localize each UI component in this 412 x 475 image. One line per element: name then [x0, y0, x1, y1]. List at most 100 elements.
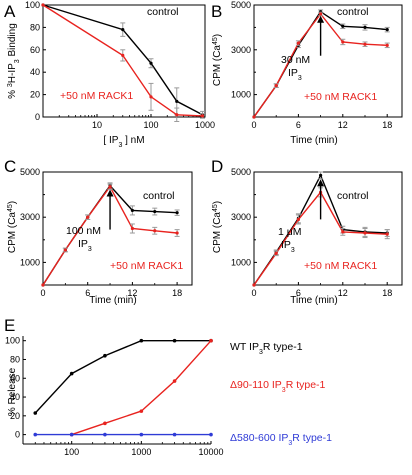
- panel-d-plot: 1000 3000 5000 0 6 12 18: [231, 167, 403, 298]
- panel-letter-d: D: [211, 157, 223, 176]
- panel-a-frame: [42, 4, 206, 118]
- panel-letter-c: C: [4, 157, 16, 176]
- panel-c-y-tick-label: 1000: [20, 257, 40, 267]
- panel-a-series-0-point: [121, 28, 125, 32]
- panel-d-y-tick-label: 5000: [231, 167, 251, 177]
- panel-a-series-0-point: [175, 99, 179, 103]
- panel-a-rack1-label: +50 nM RACK1: [60, 90, 133, 102]
- panel-e-series-1-point: [209, 338, 213, 343]
- panel-d-series-1-point: [274, 251, 278, 255]
- panel-d-series-0-point: [319, 173, 323, 177]
- panel-b-frame: [253, 4, 403, 118]
- panel-d-arrow-head: [317, 179, 325, 187]
- panel-a-series-1-point: [121, 53, 125, 58]
- panel-e-y-tick-label: 100: [5, 336, 20, 346]
- panel-e-series-0-point: [69, 371, 74, 376]
- panel-e-x-tick-label: 10000: [198, 447, 223, 457]
- panel-c-series-0-point: [153, 209, 157, 214]
- panel-e-wt-label: WT IP3R type-1: [230, 341, 303, 356]
- panel-e-series-2-point: [103, 432, 107, 437]
- panel-e-series-2-point: [209, 432, 213, 437]
- panel-d-x-axis-label: Time (min): [290, 295, 337, 306]
- panel-b-y-tick-label: 5000: [231, 0, 251, 10]
- panel-c-y-tick-label: 5000: [20, 167, 40, 177]
- panel-e-y-tick-label: 60: [10, 373, 20, 383]
- panel-e-series-0-point: [172, 338, 177, 343]
- panel-d-x-tick-label: 12: [338, 288, 348, 298]
- panel-e-series-1-point: [172, 379, 177, 383]
- panel-c-arrow-head: [106, 189, 114, 197]
- panel-b-y-axis-label: CPM (Ca45): [212, 34, 224, 86]
- panel-e-y-axis-label: % Release: [7, 367, 18, 416]
- panel-c-x-tick-label: 6: [85, 288, 90, 298]
- panel-b-series-1-point: [341, 40, 345, 44]
- panel-letter-e: E: [4, 316, 15, 335]
- panel-b-arrow-label-2: IP3: [288, 67, 302, 82]
- panel-c-x-axis-label: Time (min): [89, 295, 136, 306]
- panel-c-arrow-label-1: 100 nM: [66, 225, 101, 237]
- panel-d-series-1-point: [296, 217, 300, 222]
- panel-e-series-0-point: [33, 411, 38, 415]
- panel-a-series-1-point: [200, 114, 205, 118]
- panel-c-series-0-point: [130, 208, 134, 213]
- panel-b-series-1-point: [363, 42, 367, 46]
- panel-c-rack1-label: +50 nM RACK1: [110, 260, 183, 272]
- panel-b-arrow-head: [317, 15, 325, 23]
- panel-c-x-tick-label: 18: [172, 288, 182, 298]
- panel-c-series-1-point: [41, 283, 45, 287]
- panel-a-y-tick-label: 0: [35, 112, 40, 122]
- panel-e-series-1-point: [103, 421, 107, 426]
- panel-b-series-1-point: [296, 41, 300, 45]
- panel-d-x-tick-label: 0: [251, 288, 256, 298]
- panel-c: C 1000 3000 5000 0 6 12 18 control +50 nM RACK…: [4, 157, 193, 306]
- panel-e-plot: 0 20 40 60 80 100 100 1000 10000: [5, 336, 224, 457]
- panel-e-series-2-point: [172, 432, 177, 437]
- panel-d-y-tick-label: 3000: [231, 212, 251, 222]
- panel-d: D 1000 3000 5000 0 6 12 18 control +50 nM RACK…: [211, 157, 403, 306]
- panel-c-series-1-point: [130, 226, 134, 231]
- panel-b-series-1-point: [274, 84, 278, 88]
- panel-c-y-axis-label: CPM (Ca45): [7, 201, 19, 253]
- panel-letter-a: A: [4, 2, 16, 21]
- panel-a-series-1-point: [149, 95, 153, 99]
- panel-b-x-axis-label: Time (min): [290, 135, 337, 146]
- panel-b-rack1-label: +50 nM RACK1: [304, 91, 377, 103]
- panel-b-series-0-point: [341, 24, 345, 28]
- panel-b-series-1-point: [385, 43, 389, 47]
- panel-e-series-2-point: [69, 432, 74, 437]
- panel-a-y-tick-label: 60: [30, 45, 40, 55]
- panel-b-series-1-point: [319, 12, 323, 16]
- panel-c-control-label: control: [143, 190, 175, 202]
- panel-b-series-0-point: [363, 25, 367, 29]
- panel-b-series-1-point: [252, 115, 256, 119]
- panel-a-plot: 0 20 40 60 80 100 10 100 1000: [25, 0, 215, 130]
- panel-a-y-tick-label: 100: [25, 0, 40, 10]
- panel-e-y-tick-label: 20: [10, 411, 20, 421]
- panel-d-control-label: control: [337, 190, 369, 202]
- panel-c-x-tick-label: 12: [127, 288, 137, 298]
- panel-a-x-tick-label: 100: [143, 120, 158, 130]
- panel-a-x-axis-label: [ IP3 ] nM: [103, 135, 144, 149]
- panel-a-control-label: control: [147, 6, 179, 18]
- panel-a-y-tick-label: 80: [30, 22, 40, 32]
- panel-d-x-tick-label: 18: [382, 288, 392, 298]
- panel-a-x-tick-label: 10: [92, 120, 102, 130]
- panel-e-x-tick-label: 100: [64, 447, 79, 457]
- panel-d-frame: [253, 171, 403, 286]
- panel-d-series-1-point: [385, 232, 389, 236]
- panel-e: E 0 20 40 60 80 100 100 1000 10000 % Release WT …: [4, 316, 332, 457]
- panel-d-y-axis-label: CPM (Ca45): [212, 201, 224, 253]
- panel-b-x-tick-label: 6: [296, 120, 301, 130]
- panel-e-y-tick-label: 40: [10, 392, 20, 402]
- panel-c-series-1-point: [108, 185, 112, 189]
- panel-b-y-tick-label: 3000: [231, 45, 251, 55]
- panel-c-x-tick-label: 0: [40, 288, 45, 298]
- panel-e-y-tick-label: 0: [15, 430, 20, 440]
- panel-d-x-tick-label: 6: [296, 288, 301, 298]
- panel-a-y-tick-label: 20: [30, 90, 40, 100]
- panel-c-frame: [42, 171, 193, 286]
- panel-b-arrow-label-1: 30 nM: [281, 54, 310, 66]
- panel-a-y-axis-label: % 3H-IP3 Binding: [7, 23, 21, 99]
- panel-d-y-tick-label: 1000: [231, 257, 251, 267]
